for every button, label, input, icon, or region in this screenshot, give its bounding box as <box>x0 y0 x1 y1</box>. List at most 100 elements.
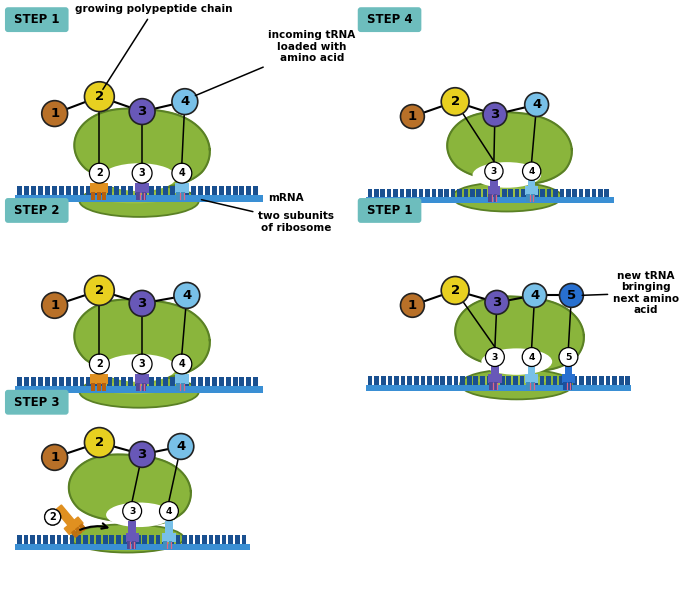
Bar <box>136 192 140 200</box>
Circle shape <box>559 347 578 367</box>
Bar <box>240 377 245 386</box>
Circle shape <box>85 428 114 458</box>
Bar <box>447 376 452 385</box>
Circle shape <box>525 93 548 116</box>
Text: 2: 2 <box>96 359 103 369</box>
Bar <box>598 189 603 197</box>
Bar <box>425 189 430 197</box>
Bar <box>79 186 85 195</box>
Bar <box>135 374 149 384</box>
Bar <box>208 535 213 544</box>
Bar <box>202 535 206 544</box>
Ellipse shape <box>99 191 170 203</box>
Ellipse shape <box>452 182 562 212</box>
Bar <box>509 189 513 197</box>
Bar <box>156 186 161 195</box>
Bar <box>72 377 78 386</box>
Bar <box>247 377 252 386</box>
Bar <box>96 535 101 544</box>
Text: STEP 1: STEP 1 <box>14 13 60 26</box>
Bar <box>43 535 48 544</box>
Text: 4: 4 <box>165 507 172 516</box>
Text: 2: 2 <box>96 168 103 178</box>
Bar <box>579 189 584 197</box>
Bar <box>176 192 180 200</box>
Bar <box>205 377 210 386</box>
Bar <box>136 383 140 391</box>
Bar <box>90 374 108 384</box>
Text: 4: 4 <box>182 289 191 302</box>
Bar <box>219 186 224 195</box>
Bar <box>586 376 591 385</box>
Text: 3: 3 <box>138 297 147 310</box>
Circle shape <box>400 294 425 317</box>
Bar <box>513 376 518 385</box>
Bar <box>591 189 596 197</box>
Bar <box>177 377 182 386</box>
Bar <box>380 189 385 197</box>
Bar <box>531 382 535 390</box>
Text: 2: 2 <box>450 95 459 108</box>
Bar <box>114 186 120 195</box>
Bar <box>229 535 233 544</box>
Bar <box>135 377 140 386</box>
Text: 2: 2 <box>95 436 104 449</box>
Bar <box>526 376 531 385</box>
Bar <box>445 189 449 197</box>
Bar <box>65 377 71 386</box>
Circle shape <box>172 163 192 183</box>
Bar <box>366 385 631 391</box>
Circle shape <box>44 509 60 525</box>
Circle shape <box>441 277 469 305</box>
Bar <box>37 535 42 544</box>
Bar <box>394 376 399 385</box>
Bar <box>441 376 445 385</box>
Bar <box>553 376 557 385</box>
Polygon shape <box>74 109 210 186</box>
Bar <box>100 377 106 386</box>
Bar <box>489 194 492 201</box>
Circle shape <box>132 163 152 183</box>
Bar <box>169 535 174 544</box>
Bar <box>70 535 74 544</box>
Bar <box>457 189 462 197</box>
Text: 3: 3 <box>139 359 145 369</box>
Bar <box>254 377 259 386</box>
Bar <box>525 373 538 383</box>
Text: 3: 3 <box>491 166 497 175</box>
Bar <box>107 377 113 386</box>
Text: growing polypeptide chain: growing polypeptide chain <box>75 4 233 89</box>
Bar <box>489 382 493 390</box>
Bar <box>149 186 154 195</box>
Bar <box>24 377 28 386</box>
Bar <box>619 376 623 385</box>
Ellipse shape <box>460 369 573 399</box>
Bar <box>568 382 572 390</box>
Circle shape <box>129 99 155 124</box>
Bar <box>121 377 126 386</box>
Polygon shape <box>72 531 78 537</box>
Text: 3: 3 <box>491 353 498 362</box>
Bar <box>116 535 121 544</box>
Bar <box>489 373 502 383</box>
Text: incoming tRNA
loaded with
amino acid: incoming tRNA loaded with amino acid <box>195 30 356 96</box>
Bar <box>490 180 498 186</box>
FancyBboxPatch shape <box>5 7 69 32</box>
Bar <box>44 377 49 386</box>
Circle shape <box>159 502 179 520</box>
Bar <box>109 535 114 544</box>
Circle shape <box>483 103 507 127</box>
Bar <box>464 189 468 197</box>
Text: STEP 1: STEP 1 <box>367 204 412 217</box>
Bar <box>605 376 610 385</box>
Bar <box>122 535 127 544</box>
Bar <box>86 186 92 195</box>
Bar <box>528 180 535 186</box>
Bar <box>56 535 61 544</box>
Bar <box>215 535 220 544</box>
Bar <box>401 376 405 385</box>
Bar <box>107 186 113 195</box>
Bar <box>585 189 590 197</box>
Bar <box>546 376 551 385</box>
Bar <box>592 376 597 385</box>
